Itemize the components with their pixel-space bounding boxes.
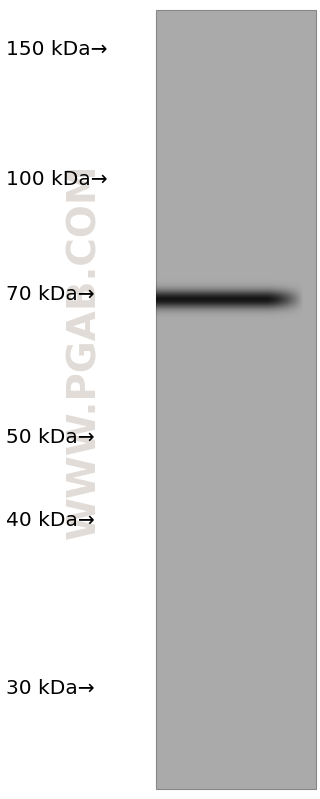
Bar bbox=[156, 10, 316, 789]
Text: 100 kDa→: 100 kDa→ bbox=[6, 170, 108, 189]
Text: 40 kDa→: 40 kDa→ bbox=[6, 511, 95, 531]
Text: 70 kDa→: 70 kDa→ bbox=[6, 284, 95, 304]
Text: WWW.PGAB.COM: WWW.PGAB.COM bbox=[66, 164, 104, 539]
Text: 30 kDa→: 30 kDa→ bbox=[6, 679, 95, 698]
Text: 50 kDa→: 50 kDa→ bbox=[6, 428, 95, 447]
Text: 150 kDa→: 150 kDa→ bbox=[6, 40, 108, 59]
